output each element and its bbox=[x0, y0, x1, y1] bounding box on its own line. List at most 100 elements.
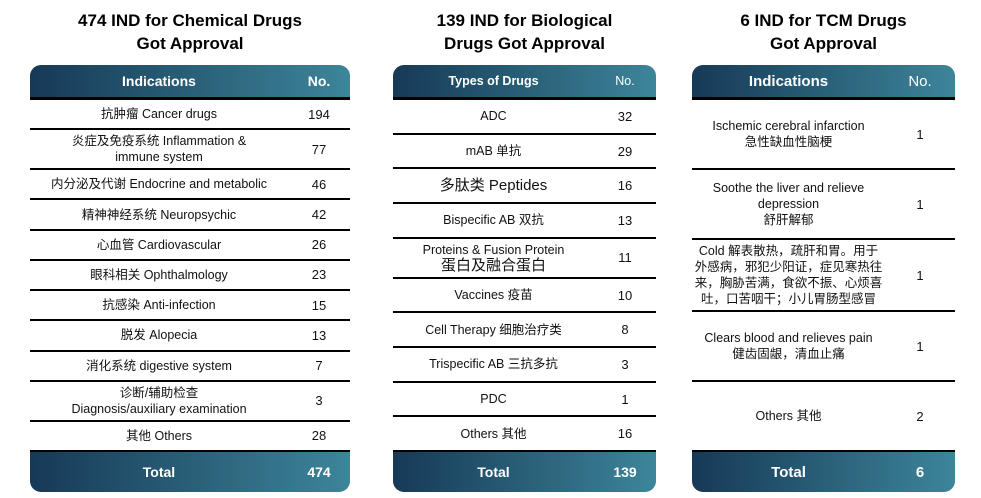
tcm-table: Indications No. Ischemic cerebral infarc… bbox=[692, 65, 955, 492]
row-label: Others 其他 bbox=[755, 409, 822, 423]
table-row: Vaccines 疫苗 10 bbox=[393, 279, 656, 314]
table-row: 精神神经系统 Neuropsychic 42 bbox=[30, 200, 350, 231]
row-value: 1 bbox=[916, 126, 924, 142]
table-row: 心血管 Cardiovascular 26 bbox=[30, 231, 350, 261]
row-value: 11 bbox=[618, 250, 632, 266]
column-header-indications: Indications bbox=[122, 73, 196, 89]
biological-table: Types of Drugs No. ADC 32 mAB 单抗 29 多肽类 … bbox=[393, 65, 656, 492]
column-header-no: No. bbox=[307, 73, 331, 89]
row-label: 诊断/辅助检查 Diagnosis/auxiliary examination bbox=[71, 385, 247, 416]
row-value: 2 bbox=[916, 408, 924, 424]
table-total-row: Total 6 bbox=[692, 452, 955, 492]
table-row: Others 其他 16 bbox=[393, 417, 656, 453]
table-row: 抗肿瘤 Cancer drugs 194 bbox=[30, 100, 350, 131]
table-row: 消化系统 digestive system 7 bbox=[30, 352, 350, 382]
table-row: Others 其他 2 bbox=[692, 382, 955, 452]
row-value: 1 bbox=[916, 338, 924, 354]
table-body: 抗肿瘤 Cancer drugs 194 炎症及免疫系统 Inflammatio… bbox=[30, 100, 350, 452]
table-row: 内分泌及代谢 Endocrine and metabolic 46 bbox=[30, 170, 350, 201]
total-label: Total bbox=[142, 464, 176, 480]
row-label: 眼科相关 Ophthalmology bbox=[90, 267, 228, 282]
row-value: 16 bbox=[617, 426, 633, 442]
row-label: PDC bbox=[480, 392, 507, 407]
table-header: Indications No. bbox=[692, 65, 955, 100]
chemical-table-title: 474 IND for Chemical Drugs Got Approval bbox=[78, 11, 302, 53]
column-header-types: Types of Drugs bbox=[448, 74, 539, 88]
row-label: Proteins & Fusion Protein 蛋白及融合蛋白 bbox=[393, 239, 594, 277]
biological-table-title: 139 IND for Biological Drugs Got Approva… bbox=[436, 11, 613, 53]
table-row: Cell Therapy 细胞治疗类 8 bbox=[393, 313, 656, 349]
table-row: Soothe the liver and relieve depression … bbox=[692, 170, 955, 240]
column-header-indications: Indications bbox=[748, 72, 829, 90]
row-label: 抗肿瘤 Cancer drugs bbox=[100, 107, 217, 122]
row-label: 多肽类 Peptides bbox=[439, 176, 548, 194]
table-row: 眼科相关 Ophthalmology 23 bbox=[30, 261, 350, 292]
table-row: Bispecific AB 双抗 13 bbox=[393, 204, 656, 239]
table-header: Indications No. bbox=[30, 65, 350, 100]
total-label: Total bbox=[477, 464, 510, 480]
table-total-row: Total 139 bbox=[393, 452, 656, 492]
row-label: Cold 解表散热，疏肝和胃。用于外感病，邪犯少阳证，症见寒热往来，胸胁苦满，食… bbox=[694, 244, 883, 306]
row-label: Ischemic cerebral infarction 急性缺血性脑梗 bbox=[712, 119, 865, 149]
table-row: 抗感染 Anti-infection 15 bbox=[30, 291, 350, 322]
total-label: Total bbox=[771, 463, 806, 481]
row-label: 消化系统 digestive system bbox=[86, 358, 232, 373]
row-label: 炎症及免疫系统 Inflammation & immune system bbox=[71, 134, 247, 165]
row-value: 3 bbox=[315, 393, 323, 409]
row-value: 42 bbox=[311, 207, 327, 223]
row-value: 16 bbox=[617, 178, 633, 194]
row-value: 7 bbox=[315, 358, 323, 374]
row-value: 29 bbox=[617, 143, 633, 159]
table-row: Trispecific AB 三抗多抗 3 bbox=[393, 348, 656, 383]
table-row: Ischemic cerebral infarction 急性缺血性脑梗 1 bbox=[692, 100, 955, 170]
table-body: ADC 32 mAB 单抗 29 多肽类 Peptides 16 Bispeci… bbox=[393, 100, 656, 453]
row-value: 8 bbox=[621, 322, 629, 338]
table-row: 炎症及免疫系统 Inflammation & immune system 77 bbox=[30, 130, 350, 171]
row-label: Others 其他 bbox=[460, 426, 527, 441]
row-label: Trispecific AB 三抗多抗 bbox=[429, 357, 558, 372]
biological-drugs-panel: 139 IND for Biological Drugs Got Approva… bbox=[393, 0, 656, 492]
table-row: ADC 32 bbox=[393, 100, 656, 135]
row-value: 1 bbox=[916, 267, 924, 283]
row-value: 13 bbox=[617, 212, 633, 228]
row-label: Cell Therapy 细胞治疗类 bbox=[425, 322, 562, 337]
total-value: 474 bbox=[307, 464, 331, 480]
chemical-drugs-panel: 474 IND for Chemical Drugs Got Approval … bbox=[30, 0, 350, 492]
row-value: 1 bbox=[621, 391, 629, 407]
row-label: ADC bbox=[480, 109, 507, 124]
row-label-zh: 蛋白及融合蛋白 bbox=[440, 256, 546, 274]
table-body: Ischemic cerebral infarction 急性缺血性脑梗 1 S… bbox=[692, 100, 955, 452]
row-label: 抗感染 Anti-infection bbox=[102, 298, 216, 313]
total-value: 139 bbox=[613, 464, 637, 480]
row-label: 其他 Others bbox=[126, 428, 192, 443]
table-row: 诊断/辅助检查 Diagnosis/auxiliary examination … bbox=[30, 382, 350, 422]
row-value: 13 bbox=[311, 327, 327, 343]
column-header-no: No. bbox=[908, 72, 932, 90]
column-header-no: No. bbox=[615, 74, 635, 88]
row-value: 10 bbox=[617, 287, 633, 303]
row-label: 内分泌及代谢 Endocrine and metabolic bbox=[50, 177, 268, 192]
row-value: 28 bbox=[311, 428, 327, 444]
table-row: 其他 Others 28 bbox=[30, 422, 350, 452]
table-row: Proteins & Fusion Protein 蛋白及融合蛋白 11 bbox=[393, 239, 656, 279]
row-label: 心血管 Cardiovascular bbox=[96, 237, 222, 252]
row-label: Clears blood and relieves pain 健齿固龈，清血止痛 bbox=[704, 331, 873, 361]
table-total-row: Total 474 bbox=[30, 452, 350, 492]
table-row: 多肽类 Peptides 16 bbox=[393, 169, 656, 205]
row-label: mAB 单抗 bbox=[465, 144, 522, 158]
row-label: Soothe the liver and relieve depression … bbox=[712, 181, 865, 227]
row-value: 77 bbox=[311, 141, 327, 157]
table-row: Cold 解表散热，疏肝和胃。用于外感病，邪犯少阳证，症见寒热往来，胸胁苦满，食… bbox=[692, 240, 955, 312]
row-value: 46 bbox=[311, 176, 327, 192]
row-value: 1 bbox=[916, 196, 924, 212]
row-label-en: Proteins & Fusion Protein bbox=[422, 242, 565, 257]
row-value: 32 bbox=[617, 108, 633, 124]
row-label: 脱发 Alopecia bbox=[120, 328, 198, 343]
row-value: 3 bbox=[621, 356, 629, 372]
row-value: 26 bbox=[311, 237, 327, 253]
table-header: Types of Drugs No. bbox=[393, 65, 656, 100]
table-row: PDC 1 bbox=[393, 383, 656, 418]
row-label: Bispecific AB 双抗 bbox=[443, 213, 544, 228]
total-value: 6 bbox=[915, 463, 925, 481]
row-value: 194 bbox=[308, 106, 330, 122]
